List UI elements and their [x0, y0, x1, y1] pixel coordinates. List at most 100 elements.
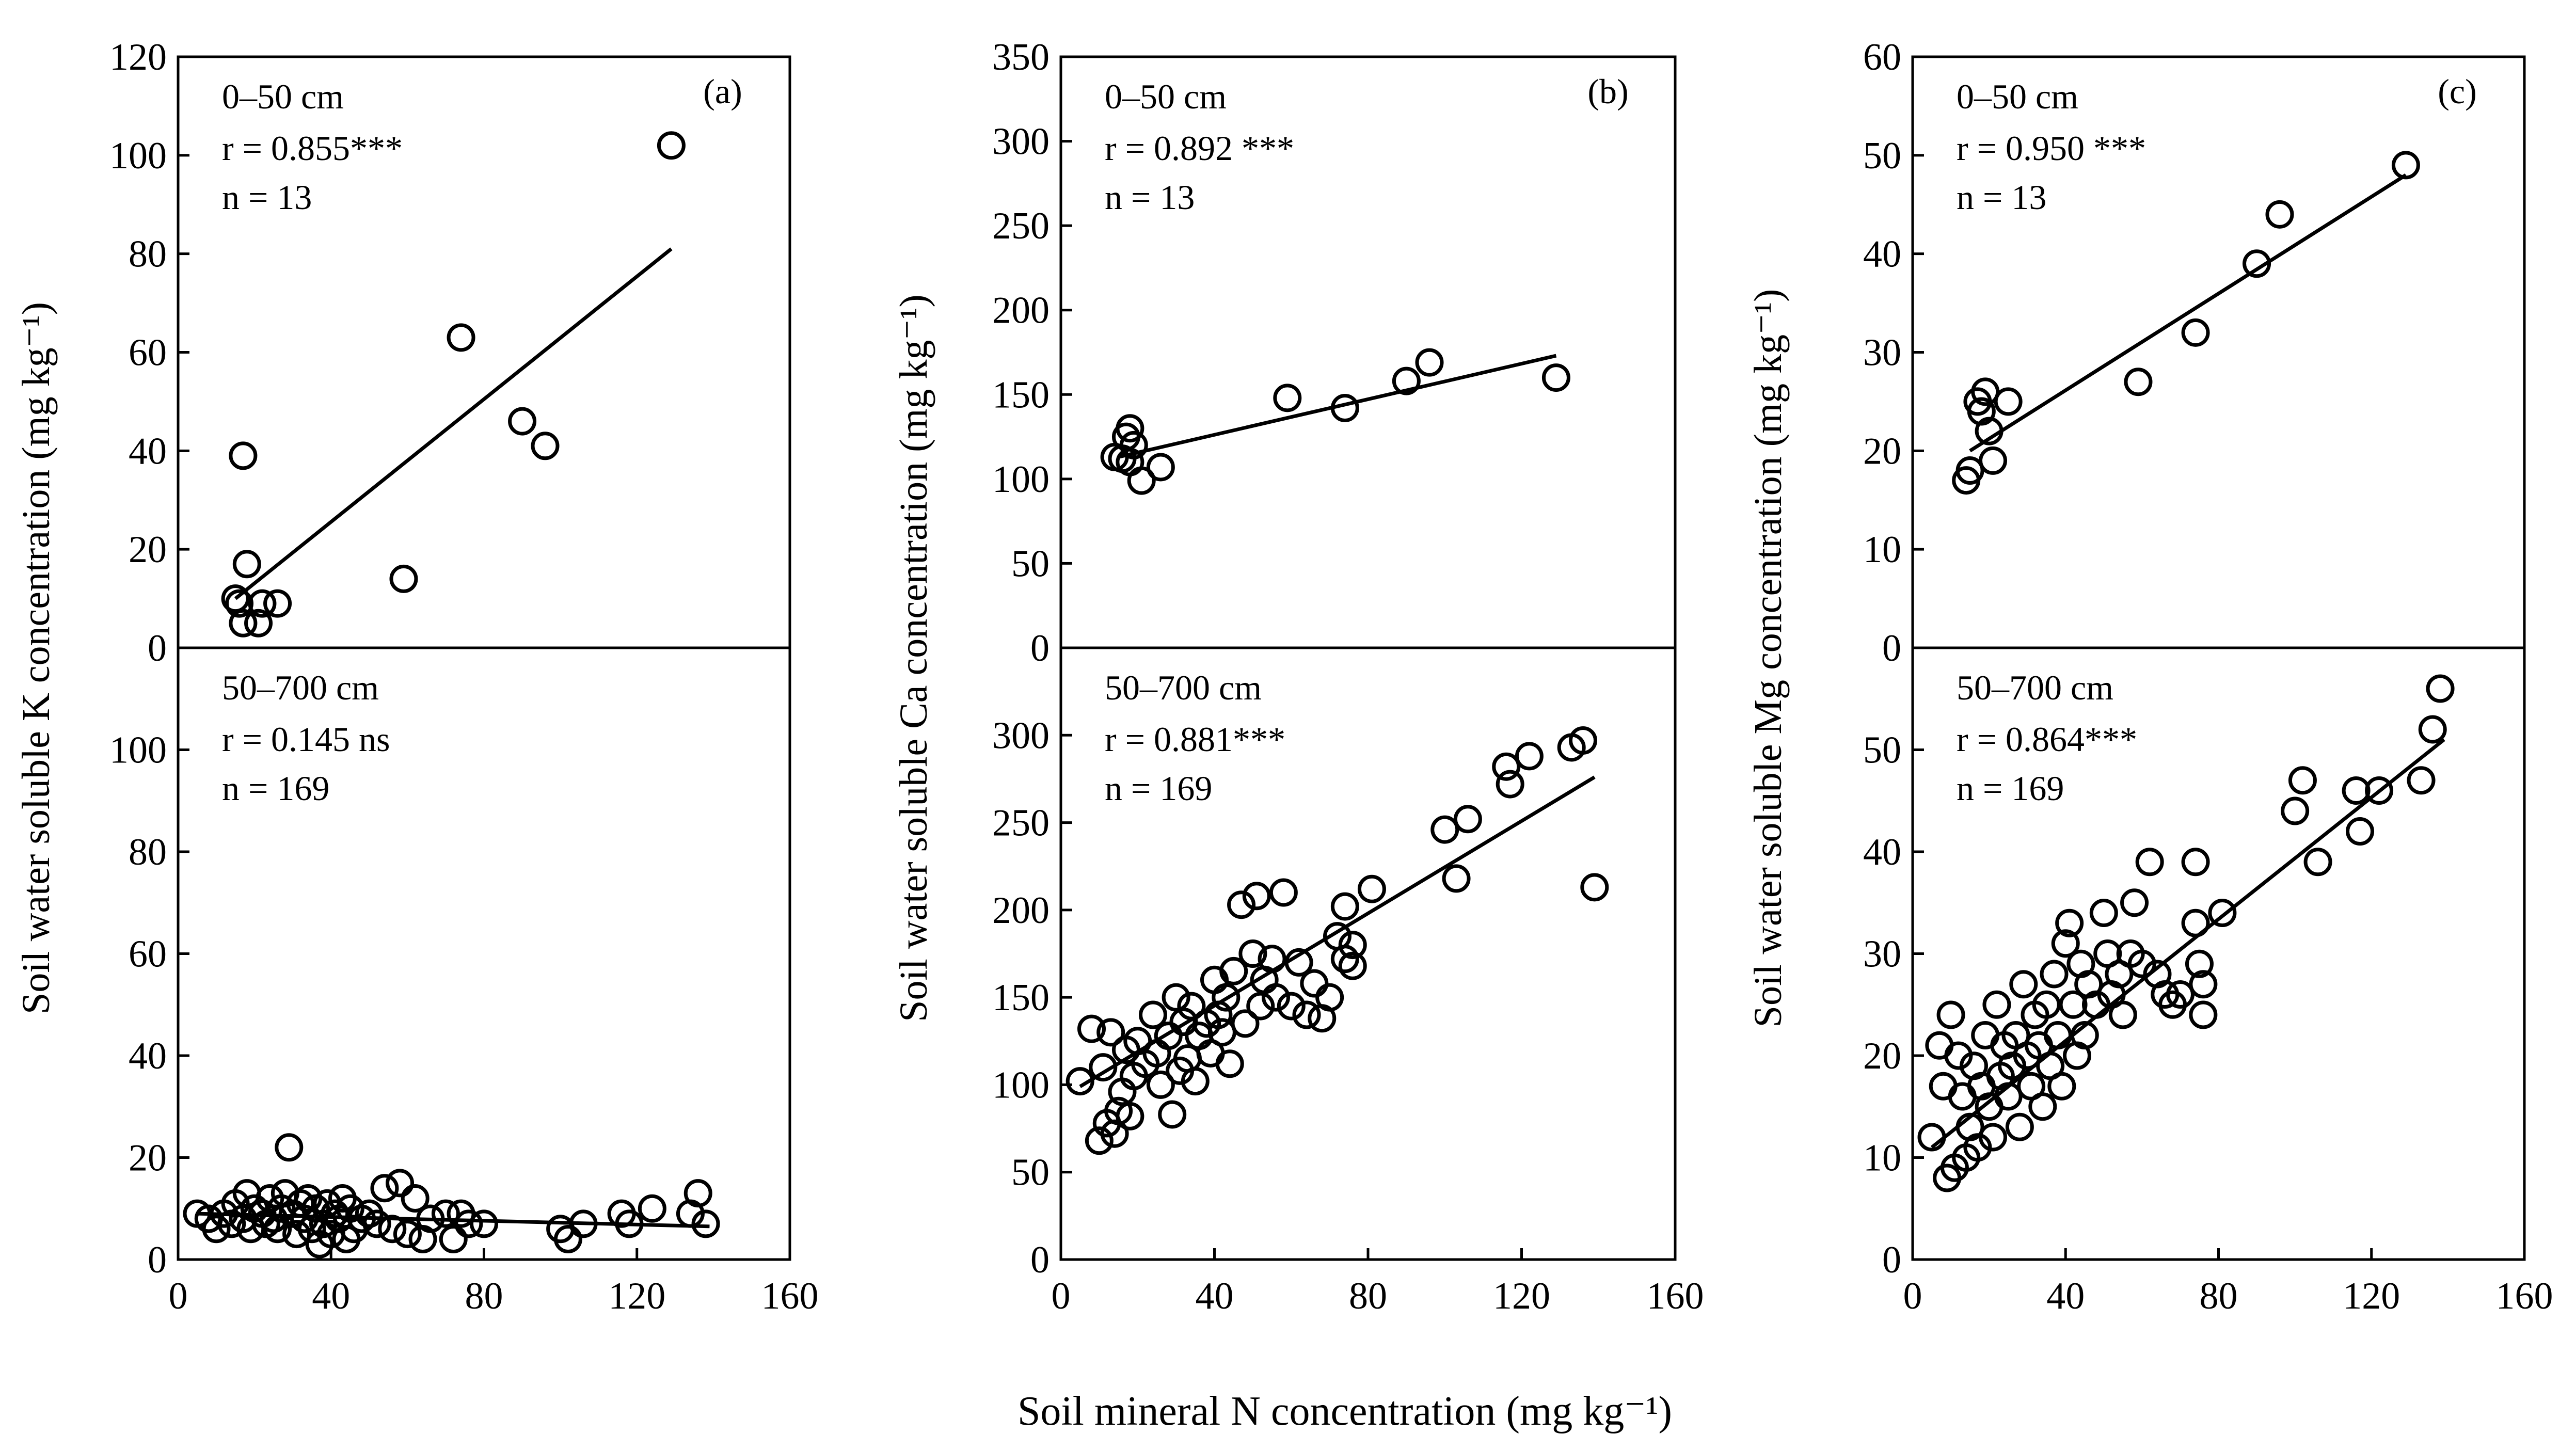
bottom-point: [1430, 815, 1459, 844]
x-tick-label: 40: [312, 1275, 350, 1317]
bottom-point: [401, 1184, 430, 1213]
bottom-point: [275, 1133, 304, 1162]
bottom-point: [1162, 983, 1190, 1012]
top-point: [263, 589, 292, 618]
bottom-point: [1219, 957, 1248, 985]
panel-c: 0 10 20 30 40 50 60 0–50 cm r = 0.950 *** n = 13 0…: [1746, 36, 2553, 1317]
bottom-point: [386, 1169, 415, 1198]
x-tick-label: 160: [2496, 1275, 2553, 1317]
bottom-fit-line: [1079, 775, 1596, 1088]
bottom-point: [1998, 1051, 2027, 1080]
bottom-y-tick-label: 80: [129, 831, 167, 873]
bottom-n-label: n = 169: [222, 769, 329, 808]
bottom-point: [2181, 848, 2210, 877]
bottom-point: [1944, 1041, 1973, 1070]
top-point: [1979, 446, 2008, 475]
top-point: [225, 589, 253, 618]
bottom-point: [1154, 1022, 1183, 1050]
bottom-point: [1269, 878, 1298, 907]
bottom-y-tick-label: 40: [1863, 831, 1901, 873]
bottom-point: [2135, 848, 2164, 877]
top-y-tick-label: 0: [1030, 627, 1050, 670]
top-y-tick-label: 300: [992, 121, 1050, 163]
bottom-y-tick-label: 150: [992, 977, 1050, 1019]
top-r-label: r = 0.950 ***: [1957, 129, 2146, 168]
bottom-r-label: r = 0.864***: [1957, 720, 2137, 759]
bottom-point: [1963, 1133, 1992, 1162]
top-r-label: r = 0.855***: [222, 129, 403, 168]
bottom-point: [2365, 776, 2394, 805]
bottom-y-tick-label: 250: [992, 802, 1050, 844]
top-y-tick-label: 30: [1863, 332, 1901, 374]
x-tick-label: 0: [1052, 1275, 1071, 1317]
top-point: [389, 564, 418, 593]
top-point: [1994, 387, 2023, 416]
bottom-point: [431, 1199, 460, 1228]
top-point: [229, 441, 258, 470]
panel-label: (a): [703, 72, 742, 111]
bottom-point: [439, 1225, 468, 1253]
y-axis-label: Soil water soluble K concentration (mg k…: [14, 302, 58, 1014]
bottom-point: [2426, 674, 2455, 703]
bottom-point: [1453, 805, 1482, 834]
bottom-point: [2189, 970, 2218, 999]
x-tick-label: 120: [1493, 1275, 1550, 1317]
bottom-point: [1948, 1082, 1977, 1111]
x-tick-label: 80: [465, 1275, 503, 1317]
bottom-point: [1580, 873, 1609, 902]
bottom-point: [2342, 776, 2371, 805]
bottom-point: [1925, 1031, 1954, 1060]
top-point: [447, 323, 475, 352]
bottom-point: [1146, 1070, 1175, 1099]
bottom-point: [1979, 1123, 2008, 1152]
top-y-tick-label: 80: [129, 233, 167, 276]
bottom-point: [1515, 742, 1544, 771]
bottom-point: [1242, 882, 1271, 911]
bottom-point: [1330, 945, 1359, 974]
panel-label: (b): [1587, 72, 1628, 111]
bottom-point: [2043, 1021, 2072, 1049]
top-point: [1116, 414, 1144, 443]
bottom-point: [454, 1209, 483, 1238]
top-point: [229, 609, 258, 638]
bottom-n-label: n = 169: [1957, 769, 2064, 808]
top-r-label: r = 0.892 ***: [1105, 129, 1294, 168]
top-y-tick-label: 50: [1863, 135, 1901, 177]
panel-a: 0 20 40 60 80 100 120 0–50 cm r = 0.855*** n = 13…: [14, 36, 819, 1317]
top-point: [2391, 151, 2420, 180]
bottom-point: [378, 1215, 407, 1244]
bottom-point: [2032, 990, 2061, 1019]
bottom-point: [1246, 992, 1275, 1021]
bottom-depth-label: 50–700 cm: [1105, 668, 1262, 707]
bottom-y-tick-label: 100: [992, 1064, 1050, 1106]
top-point: [248, 589, 277, 618]
bottom-point: [362, 1209, 391, 1238]
top-point: [1971, 377, 2000, 406]
bottom-point: [553, 1225, 582, 1253]
bottom-point: [2089, 899, 2118, 927]
top-y-tick-label: 100: [992, 458, 1050, 501]
x-tick-label: 80: [1349, 1275, 1387, 1317]
top-point: [232, 550, 261, 579]
bottom-point: [2208, 899, 2237, 927]
top-point: [1116, 448, 1144, 476]
top-y-tick-label: 50: [1011, 543, 1050, 585]
bottom-point: [2051, 929, 2080, 958]
top-n-label: n = 13: [222, 178, 312, 217]
bottom-depth-label: 50–700 cm: [222, 668, 379, 707]
top-y-tick-label: 10: [1863, 529, 1901, 571]
bottom-point: [1215, 1049, 1244, 1078]
y-axis-label: Soil water soluble Ca concentration (mg …: [892, 294, 935, 1022]
bottom-point: [683, 1179, 712, 1208]
top-y-tick-label: 60: [129, 332, 167, 374]
bottom-point: [2418, 715, 2447, 744]
bottom-point: [1982, 990, 2011, 1019]
bottom-n-label: n = 169: [1105, 769, 1212, 808]
top-point: [244, 609, 273, 638]
bottom-point: [1116, 1102, 1144, 1130]
x-tick-label: 0: [1903, 1275, 1922, 1317]
bottom-y-tick-label: 60: [129, 933, 167, 976]
bottom-point: [2281, 796, 2310, 825]
top-y-tick-label: 20: [1863, 430, 1901, 472]
